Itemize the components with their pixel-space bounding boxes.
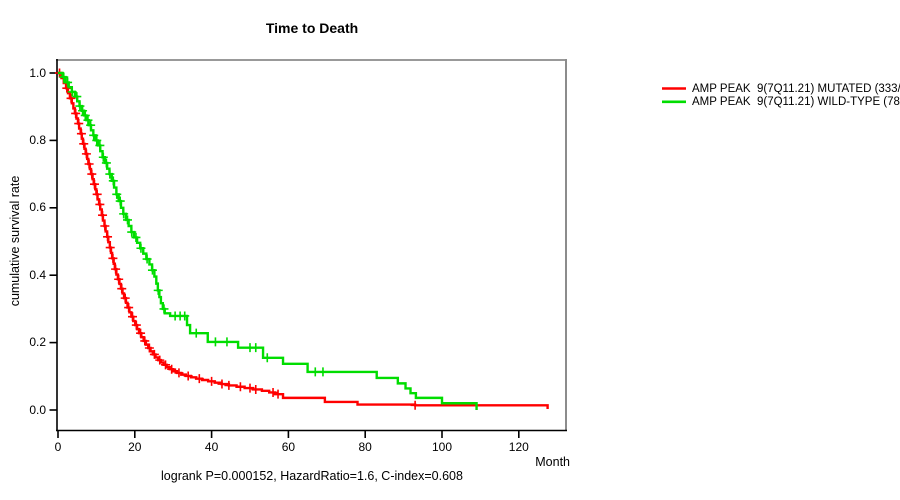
- legend-label-wild-type: AMP PEAK 9(7Q11.21) WILD-TYPE (78/105): [692, 95, 900, 108]
- y-tick-label: 0.2: [29, 335, 46, 350]
- legend-label-mutated: AMP PEAK 9(7Q11.21) MUTATED (333/439): [692, 82, 900, 95]
- x-tick-label: 40: [204, 440, 219, 454]
- y-tick-label: 0.8: [29, 132, 46, 147]
- y-tick-label: 0.4: [29, 267, 46, 282]
- x-tick-label: 100: [431, 440, 453, 454]
- x-tick-label: 20: [128, 440, 142, 454]
- y-tick-label: 1.0: [29, 65, 46, 80]
- y-tick-label: 0.6: [29, 200, 46, 215]
- y-tick-label: 0.0: [29, 402, 46, 417]
- x-tick-label: 80: [358, 440, 372, 454]
- x-axis-label: Month: [535, 455, 570, 469]
- censor-marks-wild-type: [59, 72, 328, 377]
- survival-curve-mutated: [58, 71, 549, 409]
- censor-marks-mutated: [55, 68, 420, 410]
- x-tick-label: 60: [281, 440, 296, 454]
- stats-caption: logrank P=0.000152, HazardRatio=1.6, C-i…: [161, 469, 463, 483]
- chart-title: Time to Death: [265, 20, 359, 36]
- x-tick-label: 0: [54, 440, 62, 454]
- y-axis-label: cumulative survival rate: [8, 175, 22, 307]
- x-tick-label: 120: [508, 440, 529, 454]
